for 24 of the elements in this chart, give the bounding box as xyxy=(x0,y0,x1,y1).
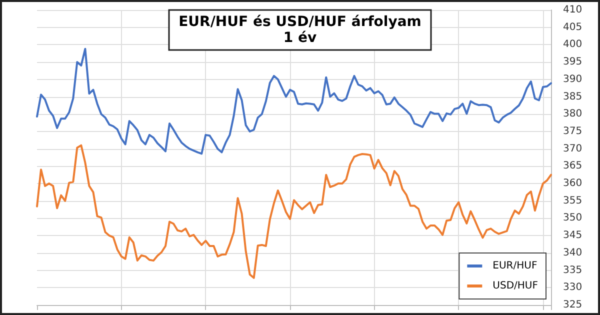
y-tick-label: 385 xyxy=(563,91,582,102)
y-tick-label: 345 xyxy=(563,230,582,242)
y-tick-label: 400 xyxy=(563,39,582,50)
y-tick-label: 355 xyxy=(563,195,582,206)
text: 1 év xyxy=(283,30,317,46)
y-tick-label: 330 xyxy=(563,282,582,294)
y-tick-label: 360 xyxy=(563,178,582,190)
y-tick-label: 365 xyxy=(563,160,582,172)
legend-label: USD/HUF xyxy=(492,280,538,292)
y-tick-label: 325 xyxy=(563,300,582,310)
y-tick-label: 380 xyxy=(563,108,582,120)
line-series xyxy=(36,144,552,279)
y-tick-label: 370 xyxy=(563,143,582,154)
y-tick-label: 395 xyxy=(563,56,582,68)
legend-label: EUR/HUF xyxy=(492,260,538,272)
chart-title: EUR/HUF és USD/HUF árfolyam xyxy=(178,14,422,30)
y-tick-label: 405 xyxy=(563,22,582,33)
y-tick-label: 340 xyxy=(563,247,582,258)
y-tick-label: 350 xyxy=(563,212,582,224)
y-tick-label: 410 xyxy=(563,4,582,16)
y-tick-label: 335 xyxy=(563,264,582,276)
y-tick-label: 390 xyxy=(563,74,582,85)
y-tick-label: 375 xyxy=(563,126,582,137)
line-series xyxy=(36,48,552,155)
